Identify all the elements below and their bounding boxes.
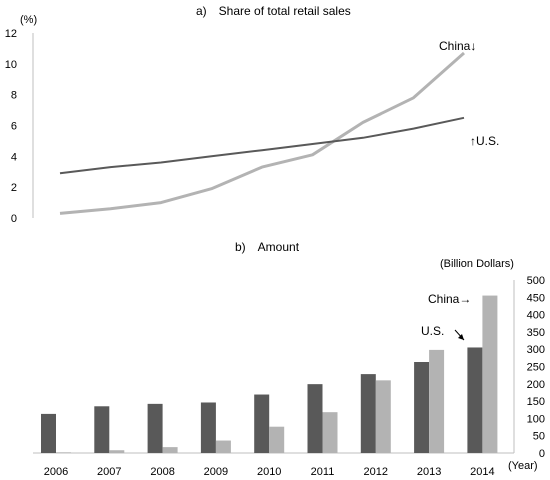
bar-x-tick-label: 2014: [470, 466, 494, 478]
china-amount-bar: [56, 452, 71, 454]
bar-y-tick-label: 200: [527, 379, 545, 391]
china-amount-bar: [269, 426, 285, 454]
line-y-tick-label: 12: [5, 28, 17, 40]
line-y-tick-label: 6: [11, 121, 17, 133]
bar-y-ticks: 0 50 100 150 200 250 300 350 400 450 500: [527, 275, 545, 460]
bar-x-tick-label: 2012: [364, 466, 388, 478]
china-amount-bar: [429, 349, 445, 453]
china-line-label: China↓: [439, 39, 476, 53]
bar-x-tick-label: 2006: [44, 466, 68, 478]
bar-y-tick-label: 150: [527, 396, 545, 408]
bar-y-tick-label: 0: [539, 448, 545, 460]
line-y-tick-label: 8: [11, 90, 17, 102]
china-amount-bar: [215, 440, 231, 454]
bar-x-tick-label: 2008: [150, 466, 174, 478]
us-amount-bar: [94, 406, 110, 453]
bar-y-tick-label: 100: [527, 413, 545, 425]
line-chart-title: a) Share of total retail sales: [196, 4, 351, 18]
china-share-line: [59, 51, 465, 215]
us-amount-bar: [307, 384, 323, 454]
us-amount-bar: [41, 413, 56, 454]
line-series-group: [59, 51, 465, 215]
bar-x-tick-label: 2013: [417, 466, 441, 478]
us-amount-bar: [200, 402, 216, 453]
china-amount-bar: [482, 295, 498, 453]
bar-chart-title: b) Amount: [235, 240, 300, 254]
line-y-tick-label: 0: [11, 213, 17, 225]
china-amount-bar: [322, 412, 338, 453]
bar-y-tick-label: 300: [527, 344, 545, 356]
bar-x-axis-label: (Year): [508, 460, 538, 472]
us-amount-bar: [414, 362, 430, 454]
bar-x-tick-label: 2009: [204, 466, 228, 478]
us-amount-bar: [254, 394, 270, 454]
us-amount-bar: [467, 347, 483, 453]
line-y-tick-label: 4: [11, 151, 17, 163]
us-amount-bar: [147, 403, 163, 453]
bar-y-tick-label: 50: [533, 431, 545, 443]
us-amount-bar: [360, 374, 376, 454]
bar-y-tick-label: 500: [527, 275, 545, 287]
line-y-axis-label: (%): [20, 14, 37, 26]
bar-y-axis-label: (Billion Dollars): [440, 258, 514, 270]
us-bar-arrowhead: [458, 334, 464, 340]
bar-y-tick-label: 450: [527, 292, 545, 304]
bar-y-tick-label: 350: [527, 327, 545, 339]
bar-x-tick-label: 2007: [97, 466, 121, 478]
china-amount-bar: [162, 447, 178, 454]
china-amount-bar: [375, 380, 391, 454]
bar-x-ticks: 2006 2007 2008 2009 2010 2011 2012 2013 2014: [44, 466, 495, 478]
bar-y-tick-label: 400: [527, 310, 545, 322]
line-y-tick-label: 10: [5, 59, 17, 71]
us-bar-label: U.S.: [421, 324, 444, 338]
china-amount-bar: [109, 450, 125, 454]
us-share-line: [59, 116, 465, 175]
bar-x-tick-label: 2010: [257, 466, 281, 478]
bar-x-tick-label: 2011: [311, 466, 335, 478]
us-line-label: ↑U.S.: [470, 134, 499, 148]
line-y-ticks: 0 2 4 6 8 10 12: [5, 28, 17, 225]
china-bar-label: China→: [428, 292, 471, 306]
line-y-tick-label: 2: [11, 182, 17, 194]
bar-series-group: [41, 295, 498, 454]
bar-y-tick-label: 250: [527, 362, 545, 374]
